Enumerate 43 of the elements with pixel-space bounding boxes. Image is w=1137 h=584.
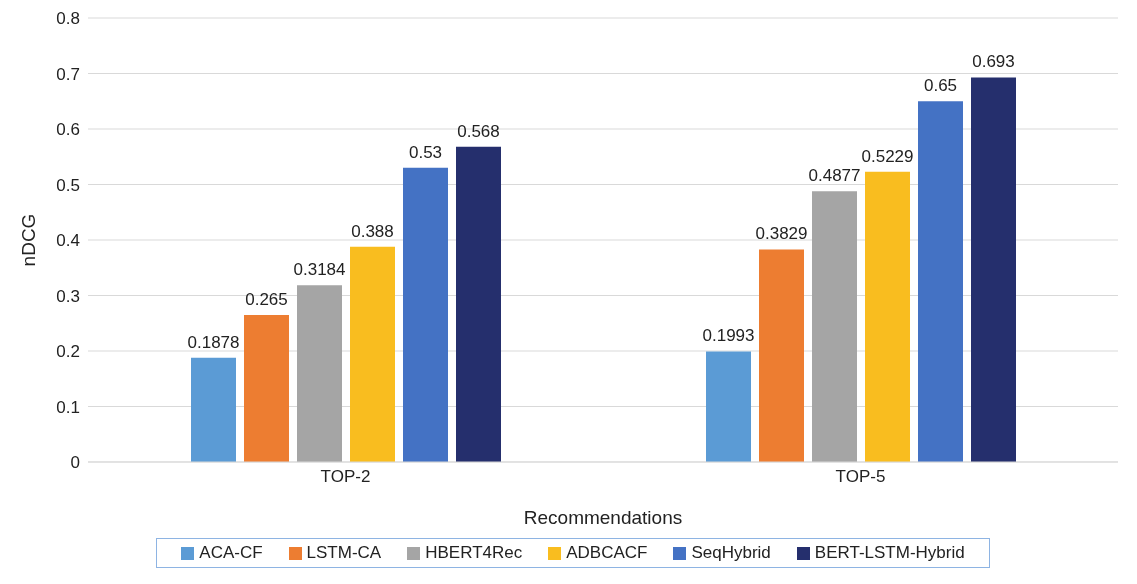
bar [191, 357, 236, 462]
y-tick-label: 0.1 [56, 397, 80, 417]
data-label: 0.3829 [755, 224, 808, 244]
bar [403, 167, 448, 462]
legend-label: ADBCACF [565, 543, 648, 563]
data-label: 0.65 [923, 76, 958, 96]
bar [865, 171, 910, 462]
data-label: 0.3184 [293, 260, 346, 280]
legend-label: SeqHybrid [690, 543, 771, 563]
y-axis-title: nDCG [17, 213, 39, 267]
legend-label: HBERT4Rec [424, 543, 523, 563]
y-tick-label: 0.3 [56, 286, 80, 306]
legend-label: ACA-CF [198, 543, 263, 563]
y-tick-label: 0.2 [56, 342, 80, 362]
data-label: 0.1878 [187, 332, 240, 352]
bar [456, 146, 501, 462]
x-tick-label: TOP-5 [835, 467, 886, 487]
bar [244, 314, 289, 462]
x-axis-title: Recommendations [523, 507, 683, 528]
data-label: 0.568 [457, 121, 500, 141]
legend-label: LSTM-CA [305, 543, 382, 563]
y-tick-label: 0.4 [56, 231, 80, 251]
bar [297, 285, 342, 462]
bar [759, 249, 804, 462]
bar [971, 77, 1016, 462]
y-tick-label: 0.8 [56, 9, 80, 29]
data-label: 0.693 [972, 52, 1015, 72]
y-tick-label: 0.6 [56, 120, 80, 140]
legend-label: BERT-LSTM-Hybrid [813, 543, 965, 563]
data-label: 0.265 [245, 289, 288, 309]
bar [812, 191, 857, 462]
data-label: 0.1993 [702, 326, 755, 346]
data-label: 0.5229 [861, 146, 914, 166]
y-tick-label: 0.5 [56, 175, 80, 195]
data-label: 0.53 [408, 142, 443, 162]
y-tick-label: 0 [70, 453, 80, 473]
data-label: 0.4877 [808, 166, 861, 186]
bar [350, 246, 395, 462]
bar [706, 351, 751, 462]
x-tick-label: TOP-2 [320, 467, 371, 487]
bar [918, 101, 963, 462]
y-tick-label: 0.7 [56, 64, 80, 84]
data-label: 0.388 [351, 221, 394, 241]
